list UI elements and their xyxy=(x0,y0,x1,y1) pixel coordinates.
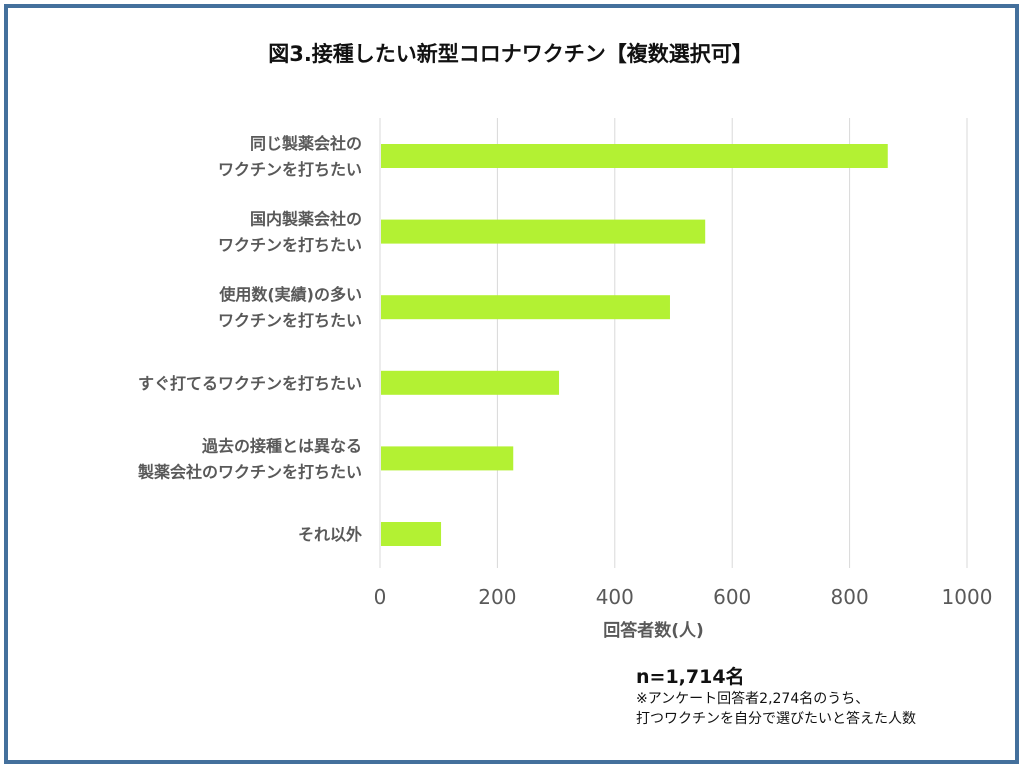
x-tick-label: 600 xyxy=(713,585,751,609)
category-label: 国内製薬会社の xyxy=(250,210,362,229)
category-label: 過去の接種とは異なる xyxy=(201,436,362,455)
x-tick-label: 1000 xyxy=(942,585,993,609)
bar xyxy=(381,219,706,244)
bar xyxy=(381,370,560,395)
chart-frame xyxy=(4,4,1019,764)
bar xyxy=(381,446,514,471)
x-tick-label: 800 xyxy=(831,585,869,609)
category-label: 使用数(実績)の多い xyxy=(218,285,362,304)
bar xyxy=(381,144,888,168)
x-tick-label: 400 xyxy=(596,585,634,609)
sample-size: n=1,714名 xyxy=(636,666,745,688)
x-tick-label: 0 xyxy=(374,585,387,609)
category-label: ワクチンを打ちたい xyxy=(218,236,362,255)
x-tick-label: 200 xyxy=(478,585,516,609)
footnote-line-2: 打つワクチンを自分で選びたいと答えた人数 xyxy=(636,711,916,727)
chart-title: 図3.接種したい新型コロナワクチン【複数選択可】 xyxy=(268,42,753,66)
category-label: 同じ製薬会社の xyxy=(250,134,362,153)
category-label: 製薬会社のワクチンを打ちたい xyxy=(137,462,362,481)
category-label: ワクチンを打ちたい xyxy=(218,311,362,330)
bar xyxy=(381,522,442,546)
category-label: それ以外 xyxy=(298,525,362,544)
category-label: ワクチンを打ちたい xyxy=(218,160,362,179)
x-axis-title: 回答者数(人) xyxy=(603,620,704,641)
footnote-line-1: ※アンケート回答者2,274名のうち、 xyxy=(636,691,870,707)
category-label: すぐ打てるワクチンを打ちたい xyxy=(138,374,362,393)
bar xyxy=(381,295,670,320)
